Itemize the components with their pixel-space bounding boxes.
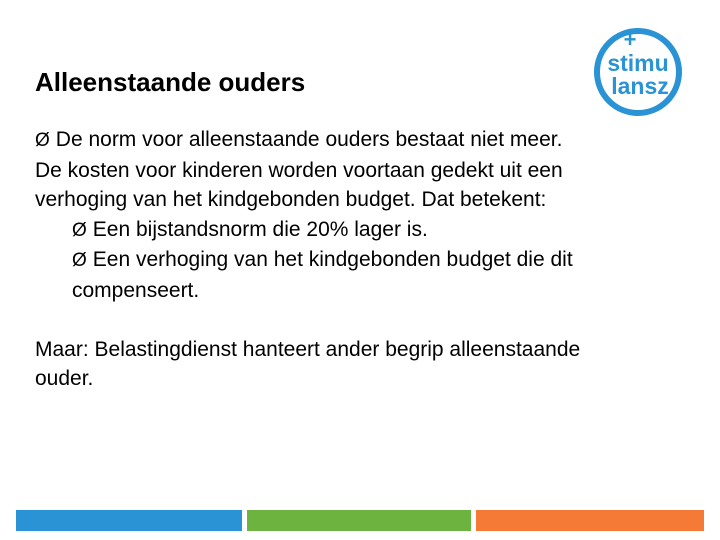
logo-text-line1: stimu [607, 50, 668, 76]
closing-paragraph: Maar: Belastingdienst hanteert ander beg… [35, 337, 581, 391]
sub-bullet-2-text: Een verhoging van het kindgebonden budge… [72, 248, 573, 302]
logo-plus: + [624, 27, 637, 52]
sub-bullet-2: Ø Een verhoging van het kindgebonden budg… [35, 245, 595, 305]
bullet-arrow-icon: Ø [35, 130, 50, 151]
footer-bar-green [247, 510, 471, 531]
bullet-main: Ø De norm voor alleenstaande ouders besta… [35, 125, 595, 215]
spacer [35, 305, 595, 335]
footer-bar-orange [476, 510, 704, 531]
logo-ring [594, 28, 682, 116]
stimulansz-logo: + stimu lansz [594, 27, 682, 116]
footer-bar-blue [16, 510, 242, 531]
bullet-arrow-icon: Ø [72, 219, 87, 241]
logo-text-line2: lansz [611, 73, 669, 99]
slide-body: Ø De norm voor alleenstaande ouders besta… [35, 125, 595, 394]
sub-bullet-1-text: Een bijstandsnorm die 20% lager is. [92, 217, 428, 241]
bullet-main-text: De norm voor alleenstaande ouders bestaa… [35, 128, 563, 211]
bullet-arrow-icon: Ø [72, 250, 87, 271]
sub-bullet-1: Ø Een bijstandsnorm die 20% lager is. [35, 215, 595, 246]
slide-title: Alleenstaande ouders [35, 67, 306, 97]
